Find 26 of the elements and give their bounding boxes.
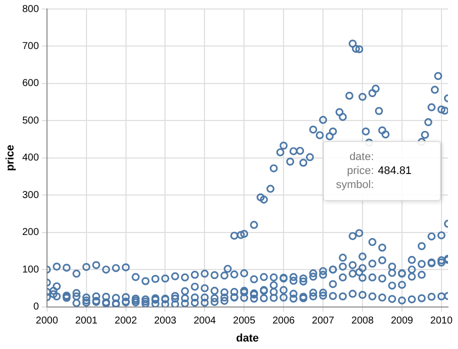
y-tick-label: 300	[22, 190, 40, 201]
y-tick-label: 800	[22, 4, 40, 15]
y-tick-label: 700	[22, 40, 40, 52]
x-tick-label: 2007	[312, 316, 335, 327]
annotation: symbol:	[335, 178, 375, 192]
x-axis-title: date	[236, 332, 259, 344]
x-tick-label: 2000	[36, 316, 58, 327]
x-tick-label: 2001	[75, 316, 98, 327]
y-tick-label: 500	[22, 115, 40, 126]
tooltip: date: price: 484.81 symbol:	[323, 141, 441, 201]
x-tick-label: 2006	[272, 316, 296, 327]
x-tick-label: 2002	[114, 316, 138, 327]
y-tick-label: 200	[22, 227, 40, 238]
y-tick-label: 0	[33, 302, 40, 313]
x-tick-label: 2005	[233, 316, 256, 327]
x-tick-label: 2003	[154, 316, 177, 327]
x-tick-label: 2010	[430, 316, 453, 327]
x-tick-label: 2004	[194, 316, 216, 327]
y-tick-label: 100	[22, 264, 40, 276]
annotation: date:	[348, 150, 375, 164]
y-tick-label: 600	[22, 78, 40, 90]
x-tick-label: 2008	[351, 316, 374, 327]
x-tick-label: 2009	[390, 316, 414, 327]
annotation: price: 484.81	[346, 164, 413, 178]
y-axis-title: price	[4, 144, 17, 172]
y-tick-label: 400	[22, 152, 40, 164]
